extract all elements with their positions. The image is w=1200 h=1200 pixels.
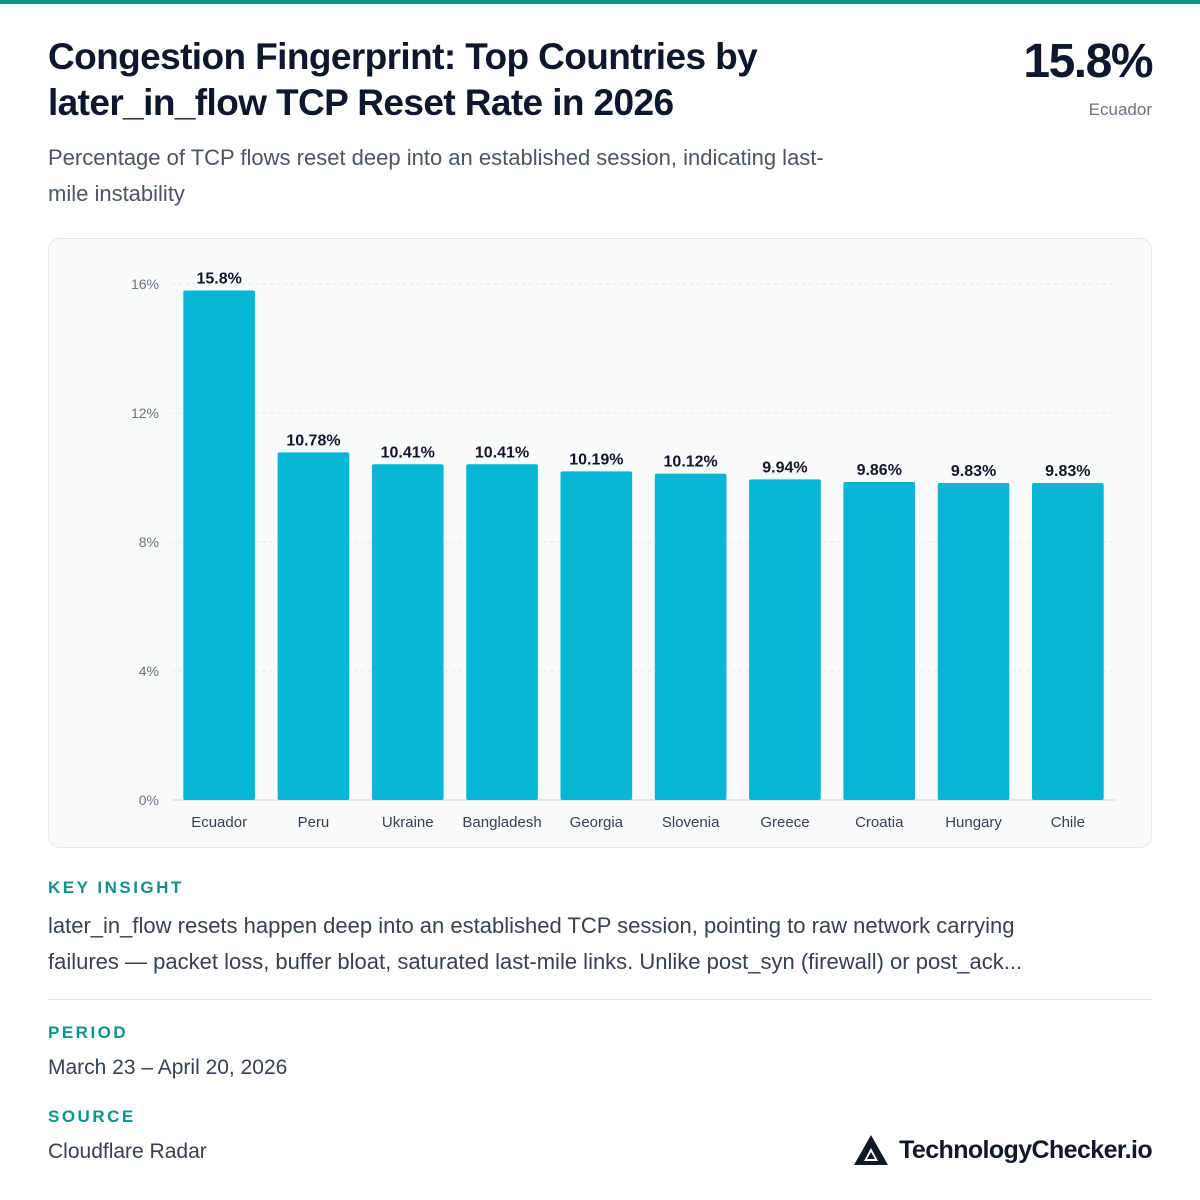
key-insight-text: later_in_flow resets happen deep into an…	[48, 908, 1152, 980]
brand-name: TechnologyChecker.io	[899, 1135, 1152, 1164]
x-tick-label: Slovenia	[662, 814, 720, 831]
subtitle-line-1: Percentage of TCP flows reset deep into …	[48, 145, 824, 170]
triangle-logo-icon	[854, 1135, 889, 1165]
x-tick-label: Bangladesh	[462, 814, 541, 831]
x-tick-label: Peru	[298, 814, 330, 831]
section-divider	[48, 999, 1152, 1000]
x-tick-label: Greece	[760, 814, 809, 831]
page-subtitle: Percentage of TCP flows reset deep into …	[48, 140, 968, 212]
data-label: 10.41%	[475, 444, 529, 461]
x-tick-label: Georgia	[570, 814, 624, 831]
y-tick-label: 8%	[139, 534, 159, 550]
data-label: 9.86%	[857, 462, 902, 479]
key-insight-line-1: later_in_flow resets happen deep into an…	[48, 913, 1015, 938]
y-tick-label: 16%	[131, 276, 159, 292]
title-line-2: later_in_flow TCP Reset Rate in 2026	[48, 82, 674, 123]
data-label: 9.94%	[762, 459, 807, 476]
x-tick-label: Chile	[1051, 814, 1085, 831]
key-insight-line-2: failures — packet loss, buffer bloat, sa…	[48, 949, 1023, 974]
headline-stat: 15.8% Ecuador	[1023, 35, 1153, 120]
bar	[654, 473, 727, 800]
brand-logo: TechnologyChecker.io	[853, 1134, 1153, 1166]
x-tick-label: Ukraine	[382, 814, 434, 831]
bar	[277, 452, 350, 800]
key-insight-label: KEY INSIGHT	[48, 878, 184, 897]
y-tick-label: 12%	[131, 405, 159, 421]
data-label: 10.12%	[664, 454, 718, 471]
bar	[560, 471, 633, 800]
page-title: Congestion Fingerprint: Top Countries by…	[48, 34, 838, 126]
y-tick-label: 0%	[139, 792, 159, 808]
top-accent-bar	[0, 0, 1200, 4]
data-label: 9.83%	[951, 463, 996, 480]
data-label: 15.8%	[196, 270, 241, 287]
x-tick-label: Croatia	[855, 814, 904, 831]
bar	[466, 464, 538, 800]
subtitle-line-2: mile instability	[48, 181, 185, 206]
bar	[843, 482, 916, 800]
bar	[749, 479, 821, 800]
x-tick-label: Ecuador	[191, 814, 247, 831]
period-label: PERIOD	[48, 1023, 129, 1042]
source-label: SOURCE	[48, 1107, 136, 1126]
bar	[1032, 482, 1104, 800]
x-tick-label: Hungary	[945, 814, 1002, 831]
headline-stat-value: 15.8%	[1023, 35, 1153, 88]
data-label: 10.19%	[569, 451, 623, 468]
source-value: Cloudflare Radar	[48, 1140, 207, 1163]
headline-stat-label: Ecuador	[1088, 100, 1152, 119]
bar	[371, 464, 444, 800]
bar-chart: 0% 4% 8% 12% 16% 15.8% Ecuador 10.78% Peru 10.41%…	[131, 270, 1115, 831]
period-value: March 23 – April 20, 2026	[48, 1056, 288, 1079]
data-label: 10.41%	[381, 444, 435, 461]
title-line-1: Congestion Fingerprint: Top Countries by	[48, 36, 758, 77]
data-label: 10.78%	[286, 432, 340, 449]
chart-card: 0% 4% 8% 12% 16% 15.8% Ecuador 10.78% Peru 10.41%…	[48, 238, 1152, 848]
y-tick-label: 4%	[139, 663, 159, 679]
bar	[183, 290, 255, 800]
bar	[937, 482, 1010, 800]
data-label: 9.83%	[1045, 463, 1090, 480]
